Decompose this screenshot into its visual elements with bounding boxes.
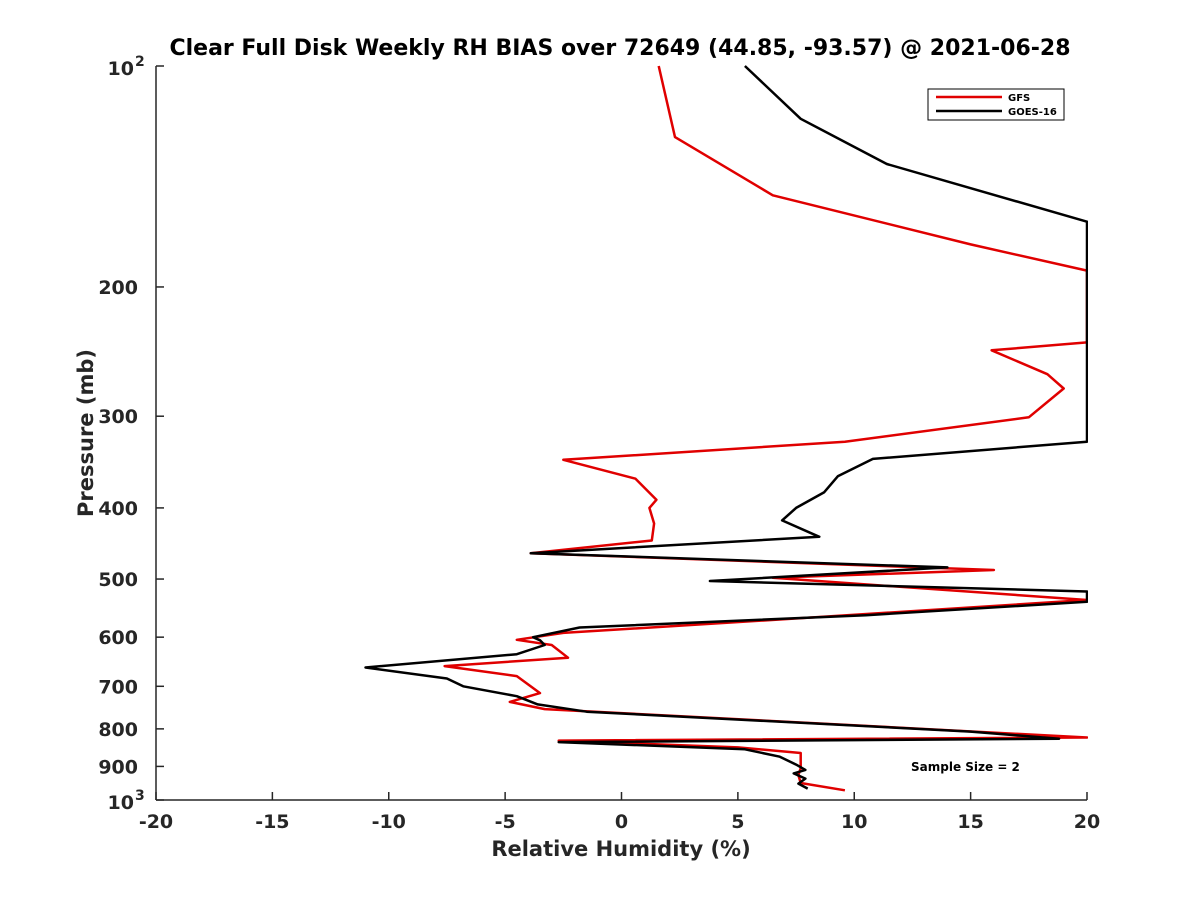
x-axis-ticks: -20 -15 -10 -5 0 5 10 15 20 <box>139 792 1100 833</box>
x-axis-label: Relative Humidity (%) <box>491 837 750 861</box>
series-line-gfs <box>443 65 1088 792</box>
x-tick-label: -5 <box>495 811 516 833</box>
y-tick-label: 10 <box>108 58 134 80</box>
sample-size-annotation: Sample Size = 2 <box>911 760 1020 774</box>
chart-title: Clear Full Disk Weekly RH BIAS over 7264… <box>169 36 1070 61</box>
y-tick-label: 400 <box>98 498 138 520</box>
y-tick-label: 500 <box>98 569 138 591</box>
y-tick-exponent: 3 <box>135 788 145 804</box>
x-tick-label: -20 <box>139 811 173 833</box>
series-line-goes-16 <box>364 65 1088 790</box>
y-tick-exponent: 2 <box>135 54 145 70</box>
x-tick-label: 20 <box>1074 811 1100 833</box>
legend-label-gfs: GFS <box>1008 93 1030 104</box>
y-tick-label: 700 <box>98 676 138 698</box>
y-tick-label: 800 <box>98 719 138 741</box>
series-lines <box>364 65 1088 792</box>
x-tick-label: 10 <box>841 811 867 833</box>
legend-label-goes16: GOES-16 <box>1008 107 1057 118</box>
legend-box <box>927 88 1065 121</box>
legend: GFS GOES-16 <box>927 88 1065 121</box>
x-tick-label: -15 <box>255 811 289 833</box>
x-tick-label: 0 <box>615 811 628 833</box>
y-axis-label: Pressure (mb) <box>74 349 98 517</box>
y-tick-label: 200 <box>98 277 138 299</box>
y-tick-label: 600 <box>98 627 138 649</box>
y-tick-label: 900 <box>98 756 138 778</box>
x-tick-label: 5 <box>731 811 744 833</box>
x-tick-label: 15 <box>957 811 983 833</box>
y-tick-label: 10 <box>108 792 134 814</box>
y-tick-label: 300 <box>98 406 138 428</box>
x-tick-label: -10 <box>372 811 406 833</box>
